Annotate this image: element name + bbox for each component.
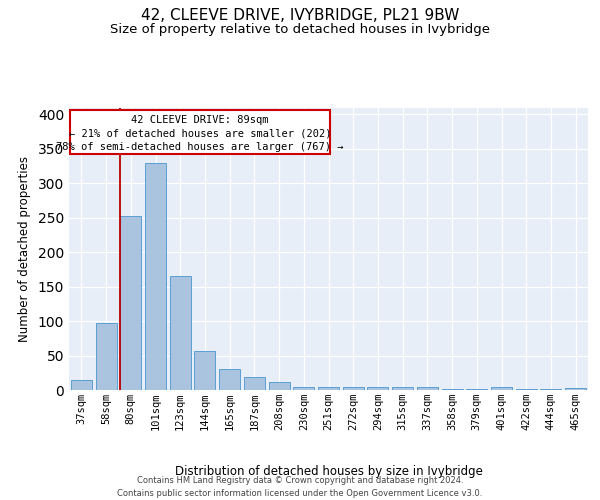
Bar <box>219 370 240 390</box>
Text: Size of property relative to detached houses in Ivybridge: Size of property relative to detached ho… <box>110 22 490 36</box>
Bar <box>120 216 141 390</box>
Bar <box>145 162 166 390</box>
Bar <box>244 377 265 390</box>
Bar <box>367 387 388 390</box>
Text: Contains HM Land Registry data © Crown copyright and database right 2024.
Contai: Contains HM Land Registry data © Crown c… <box>118 476 482 498</box>
Text: 78% of semi-detached houses are larger (767) →: 78% of semi-detached houses are larger (… <box>56 142 344 152</box>
Bar <box>194 350 215 390</box>
Bar <box>491 387 512 390</box>
FancyBboxPatch shape <box>70 110 329 154</box>
Text: 42, CLEEVE DRIVE, IVYBRIDGE, PL21 9BW: 42, CLEEVE DRIVE, IVYBRIDGE, PL21 9BW <box>141 8 459 22</box>
Bar <box>170 276 191 390</box>
Text: Distribution of detached houses by size in Ivybridge: Distribution of detached houses by size … <box>175 464 483 477</box>
Bar <box>343 387 364 390</box>
Text: 42 CLEEVE DRIVE: 89sqm: 42 CLEEVE DRIVE: 89sqm <box>131 115 269 125</box>
Bar <box>293 386 314 390</box>
Y-axis label: Number of detached properties: Number of detached properties <box>18 156 31 342</box>
Bar <box>417 387 438 390</box>
Bar <box>95 323 116 390</box>
Bar <box>565 388 586 390</box>
Bar <box>392 387 413 390</box>
Bar <box>269 382 290 390</box>
Bar <box>318 386 339 390</box>
Text: ← 21% of detached houses are smaller (202): ← 21% of detached houses are smaller (20… <box>68 129 331 139</box>
Bar <box>71 380 92 390</box>
